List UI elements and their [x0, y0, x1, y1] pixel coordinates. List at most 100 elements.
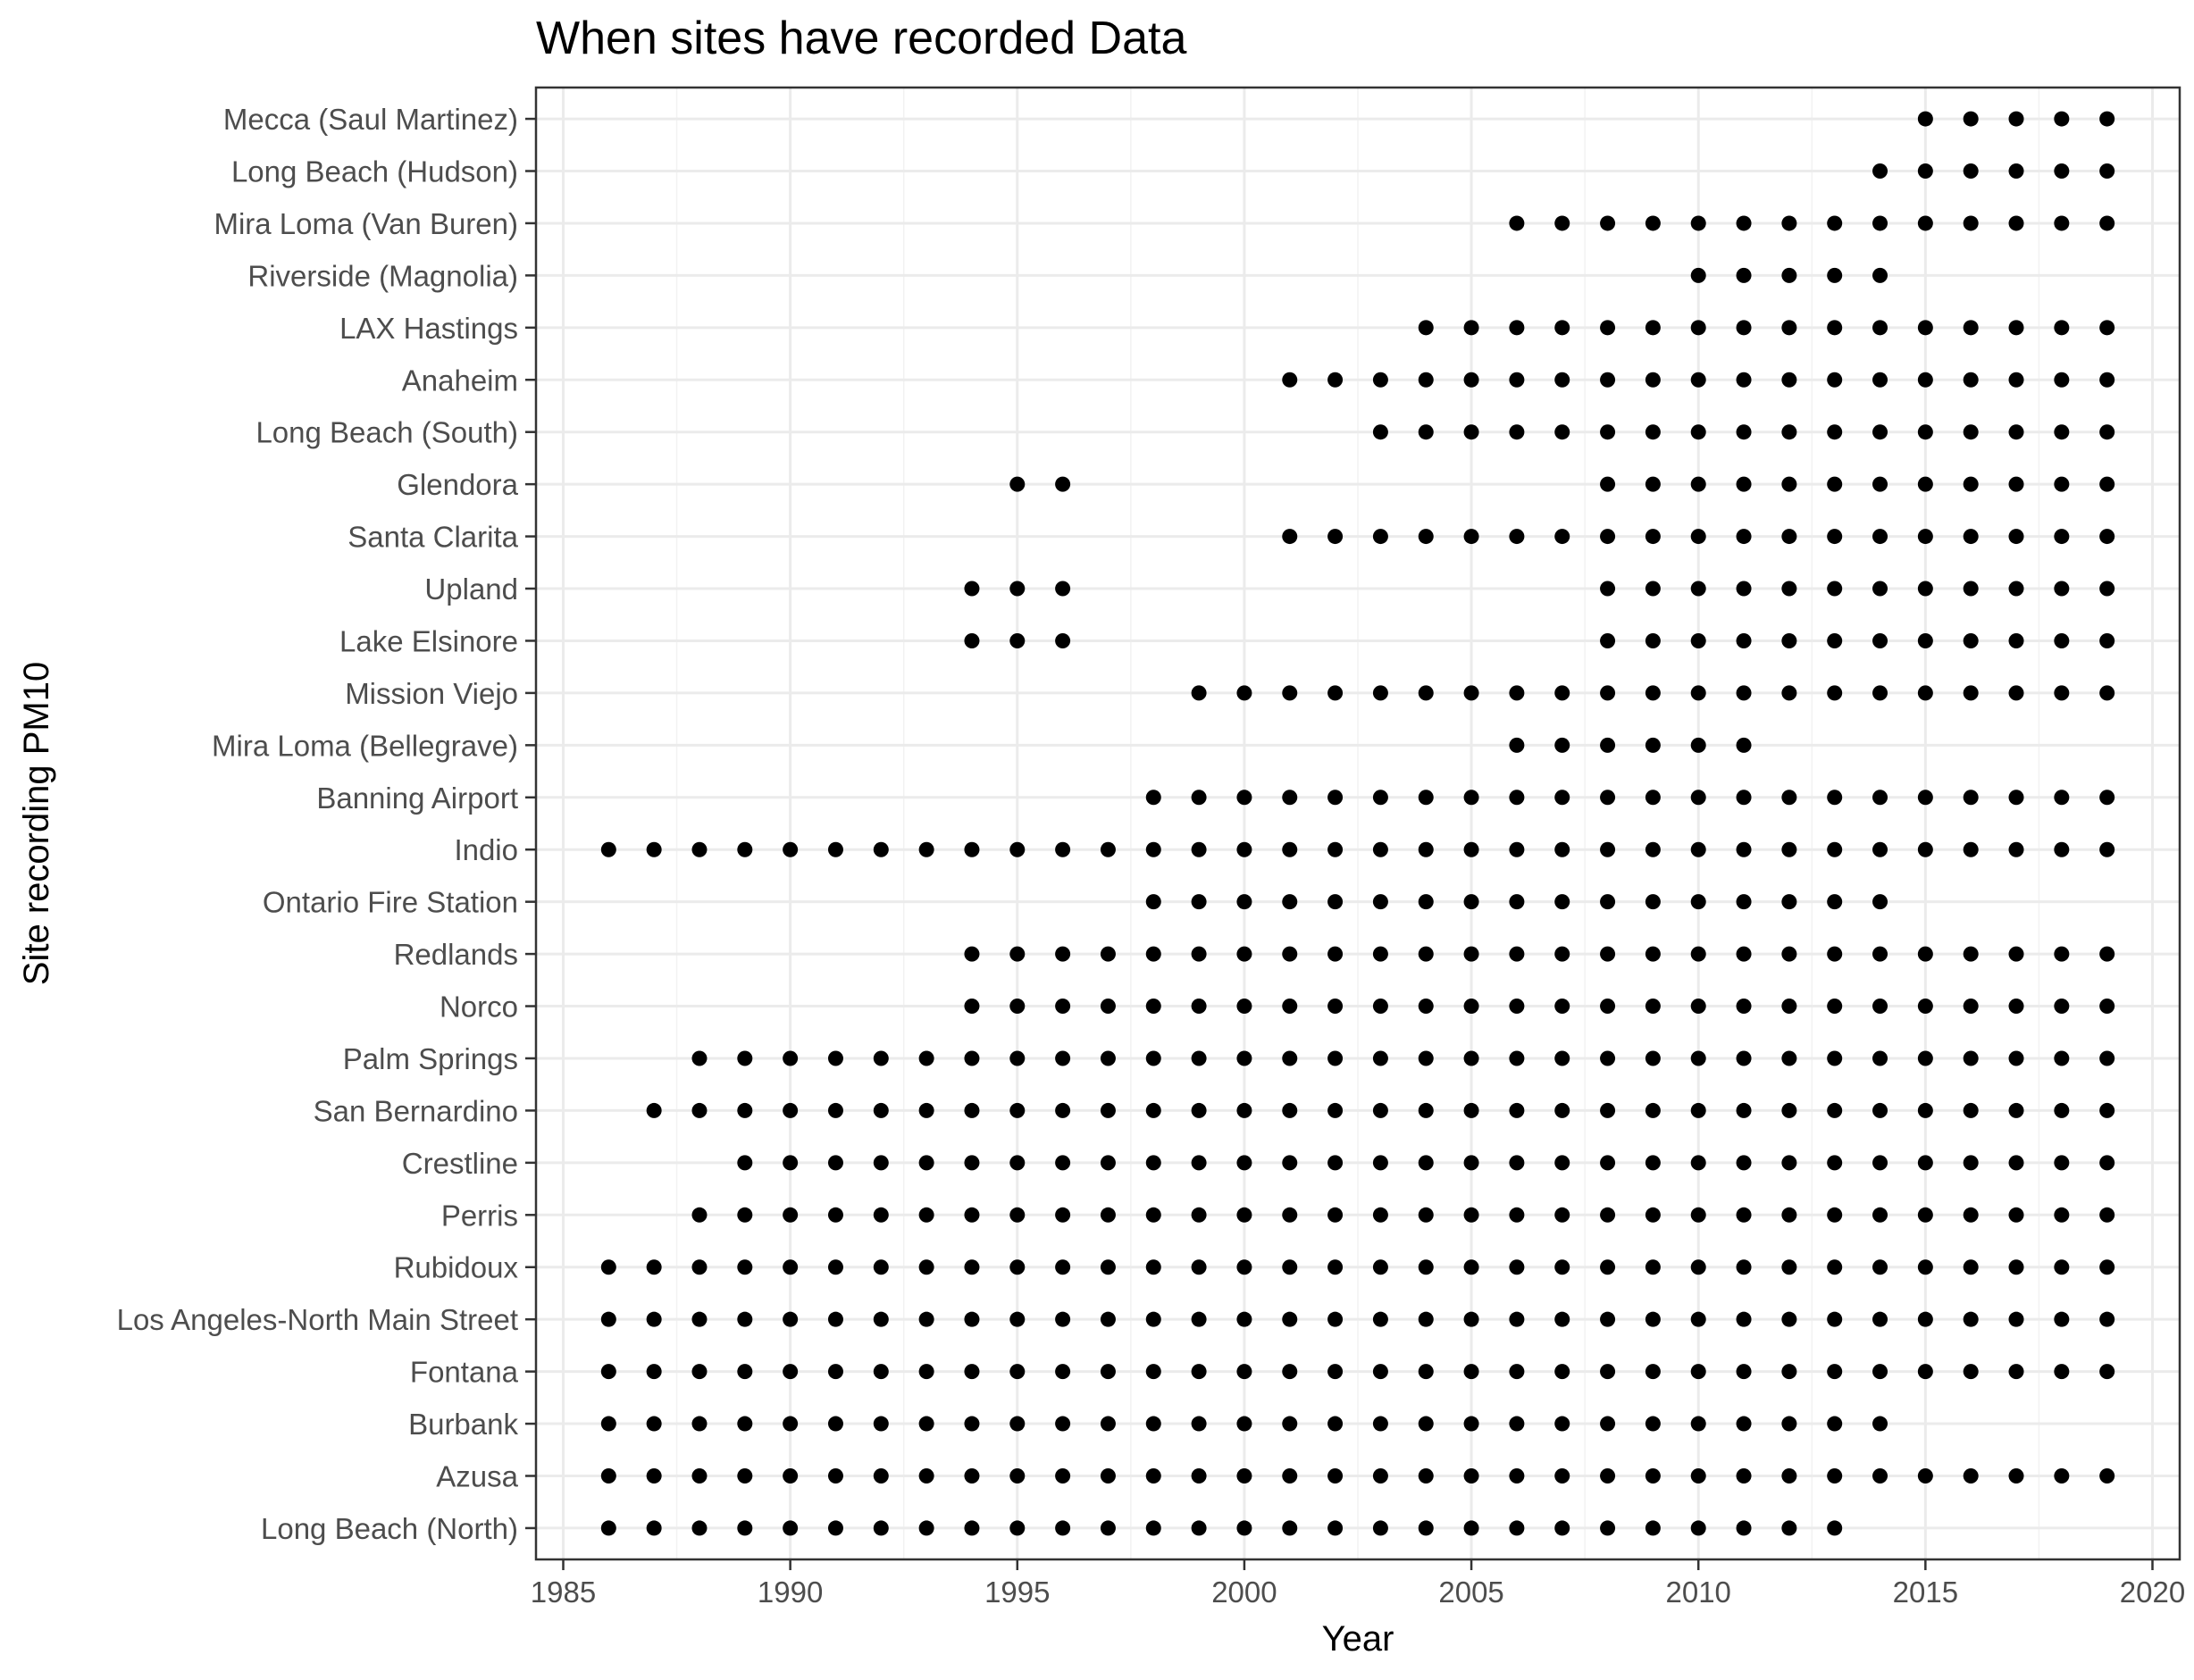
- data-point: [827, 1364, 843, 1380]
- data-point: [1736, 1311, 1752, 1327]
- data-point: [1600, 1102, 1616, 1118]
- data-point: [1418, 790, 1434, 806]
- data-point: [873, 1467, 889, 1484]
- data-point: [1509, 320, 1525, 336]
- data-point: [1600, 215, 1616, 231]
- data-point: [918, 1416, 934, 1432]
- data-point: [1781, 685, 1797, 701]
- data-point: [1463, 894, 1479, 910]
- data-point: [1736, 1364, 1752, 1380]
- data-point: [1463, 1207, 1479, 1223]
- data-point: [1645, 841, 1661, 857]
- data-point: [1600, 737, 1616, 753]
- data-point: [2099, 476, 2115, 492]
- data-point: [1736, 946, 1752, 962]
- data-point: [2054, 581, 2070, 597]
- data-point: [1827, 320, 1843, 336]
- data-point: [1009, 1520, 1026, 1536]
- data-point: [737, 1467, 753, 1484]
- data-point: [1009, 476, 1026, 492]
- data-point: [1372, 529, 1388, 545]
- data-point: [1690, 1259, 1706, 1275]
- data-point: [1509, 790, 1525, 806]
- data-point: [2008, 1467, 2024, 1484]
- data-point: [873, 1364, 889, 1380]
- data-point: [1327, 894, 1344, 910]
- data-point: [1872, 1364, 1888, 1380]
- data-point: [1509, 1050, 1525, 1066]
- data-point: [1372, 1102, 1388, 1118]
- data-point: [2099, 1155, 2115, 1171]
- data-point: [1872, 424, 1888, 440]
- data-point: [1282, 1364, 1298, 1380]
- data-point: [1554, 1520, 1570, 1536]
- data-point: [1191, 790, 1207, 806]
- data-point: [1463, 841, 1479, 857]
- data-point: [1600, 1364, 1616, 1380]
- data-point: [1917, 1155, 1933, 1171]
- data-point: [1872, 1207, 1888, 1223]
- data-point: [2008, 1050, 2024, 1066]
- data-point: [2099, 215, 2115, 231]
- data-point: [1781, 841, 1797, 857]
- data-point: [1690, 1364, 1706, 1380]
- data-point: [1690, 1311, 1706, 1327]
- y-tick-label: Riverside (Magnolia): [247, 259, 518, 292]
- data-point: [964, 999, 980, 1015]
- y-tick-label: Banning Airport: [316, 781, 518, 815]
- data-point: [737, 1364, 753, 1380]
- data-point: [1418, 1259, 1434, 1275]
- data-point: [646, 1102, 662, 1118]
- y-tick-label: Mira Loma (Bellegrave): [212, 729, 518, 762]
- data-point: [691, 1467, 708, 1484]
- data-point: [964, 1364, 980, 1380]
- data-point: [600, 841, 616, 857]
- data-point: [2099, 424, 2115, 440]
- data-point: [1827, 1416, 1843, 1432]
- data-point: [1645, 1259, 1661, 1275]
- data-point: [1554, 372, 1570, 388]
- data-point: [1509, 1364, 1525, 1380]
- data-point: [1236, 685, 1252, 701]
- data-point: [1917, 685, 1933, 701]
- data-point: [1781, 894, 1797, 910]
- data-point: [1917, 841, 1933, 857]
- data-point: [1009, 1467, 1026, 1484]
- data-point: [1600, 1155, 1616, 1171]
- data-point: [1690, 215, 1706, 231]
- data-point: [646, 1364, 662, 1380]
- chart-title: When sites have recorded Data: [536, 13, 1186, 64]
- data-point: [1236, 1311, 1252, 1327]
- plot-panel-border: [534, 86, 2181, 1561]
- data-point: [2008, 424, 2024, 440]
- data-point: [1690, 790, 1706, 806]
- data-point: [1872, 1259, 1888, 1275]
- data-point: [1600, 1259, 1616, 1275]
- data-point: [1600, 1467, 1616, 1484]
- data-point: [2054, 1207, 2070, 1223]
- data-point: [1145, 790, 1161, 806]
- data-point: [2008, 581, 2024, 597]
- data-point: [1736, 581, 1752, 597]
- data-point: [1100, 1259, 1116, 1275]
- data-point: [1690, 737, 1706, 753]
- data-point: [1055, 1102, 1071, 1118]
- data-point: [783, 1102, 799, 1118]
- data-point: [1645, 320, 1661, 336]
- y-tick-label: Indio: [454, 833, 518, 866]
- data-point: [1463, 372, 1479, 388]
- data-point: [827, 1259, 843, 1275]
- data-point: [1055, 632, 1071, 648]
- data-point: [1963, 999, 1979, 1015]
- x-tick-label: 1995: [984, 1576, 1050, 1609]
- data-point: [1690, 267, 1706, 283]
- data-point: [873, 841, 889, 857]
- data-point: [1055, 946, 1071, 962]
- data-point: [918, 1259, 934, 1275]
- data-point: [2099, 163, 2115, 180]
- data-point: [691, 1520, 708, 1536]
- data-point: [1509, 1467, 1525, 1484]
- data-point: [1645, 946, 1661, 962]
- data-point: [1690, 632, 1706, 648]
- data-point: [1872, 894, 1888, 910]
